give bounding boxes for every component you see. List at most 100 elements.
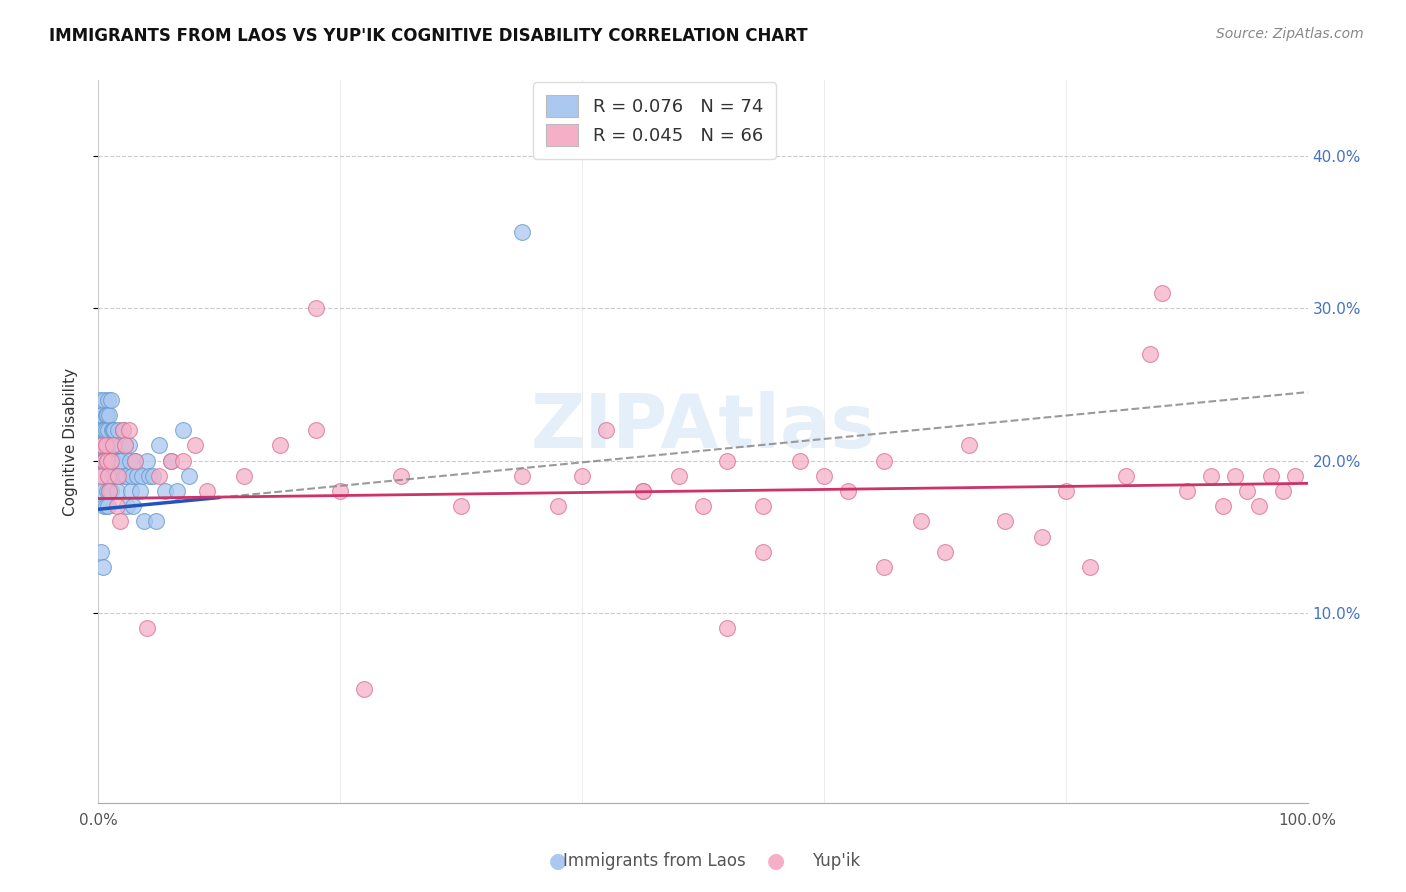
Point	[166, 483, 188, 498]
Point	[117, 499, 139, 513]
Point	[510, 226, 533, 240]
Point	[450, 499, 472, 513]
Point	[752, 545, 775, 559]
Point	[90, 423, 112, 437]
Point	[813, 468, 835, 483]
Point	[91, 423, 114, 437]
Point	[91, 453, 114, 467]
Point	[135, 453, 157, 467]
Text: ●: ●	[766, 851, 785, 871]
Point	[138, 468, 160, 483]
Text: Source: ZipAtlas.com: Source: ZipAtlas.com	[1216, 27, 1364, 41]
Point	[91, 483, 114, 498]
Point	[111, 423, 134, 437]
Text: Immigrants from Laos: Immigrants from Laos	[564, 852, 747, 870]
Point	[153, 483, 176, 498]
Point	[107, 468, 129, 483]
Point	[1078, 560, 1101, 574]
Point	[716, 621, 738, 635]
Text: IMMIGRANTS FROM LAOS VS YUP'IK COGNITIVE DISABILITY CORRELATION CHART: IMMIGRANTS FROM LAOS VS YUP'IK COGNITIVE…	[49, 27, 808, 45]
Point	[108, 438, 131, 452]
Point	[121, 468, 143, 483]
Point	[90, 453, 112, 467]
Point	[94, 453, 117, 467]
Point	[668, 468, 690, 483]
Point	[1284, 468, 1306, 483]
Point	[98, 408, 121, 422]
Point	[100, 483, 122, 498]
Point	[994, 515, 1017, 529]
Point	[122, 499, 145, 513]
Point	[1031, 530, 1053, 544]
Point	[105, 499, 128, 513]
Point	[115, 468, 138, 483]
Point	[96, 408, 118, 422]
Point	[547, 499, 569, 513]
Point	[1139, 347, 1161, 361]
Point	[571, 468, 593, 483]
Point	[114, 438, 136, 452]
Point	[108, 453, 131, 467]
Y-axis label: Cognitive Disability: Cognitive Disability	[63, 368, 77, 516]
Point	[105, 483, 128, 498]
Point	[97, 453, 120, 467]
Point	[111, 423, 134, 437]
Point	[94, 423, 117, 437]
Point	[97, 423, 120, 437]
Point	[172, 423, 194, 437]
Point	[269, 438, 291, 452]
Point	[1236, 483, 1258, 498]
Point	[1199, 468, 1222, 483]
Point	[101, 453, 124, 467]
Point	[145, 515, 167, 529]
Point	[104, 438, 127, 452]
Point	[752, 499, 775, 513]
Point	[101, 438, 124, 452]
Point	[873, 453, 896, 467]
Point	[98, 483, 121, 498]
Text: ●: ●	[548, 851, 567, 871]
Point	[91, 438, 114, 452]
Point	[195, 483, 218, 498]
Point	[93, 453, 115, 467]
Point	[112, 468, 135, 483]
Point	[93, 392, 115, 407]
Point	[100, 453, 122, 467]
Point	[172, 453, 194, 467]
Point	[96, 438, 118, 452]
Point	[97, 499, 120, 513]
Text: Yup'ik: Yup'ik	[811, 852, 860, 870]
Point	[160, 453, 183, 467]
Point	[353, 681, 375, 696]
Point	[595, 423, 617, 437]
Point	[114, 438, 136, 452]
Point	[100, 438, 122, 452]
Point	[94, 408, 117, 422]
Point	[118, 423, 141, 437]
Point	[305, 301, 328, 316]
Point	[716, 453, 738, 467]
Point	[873, 560, 896, 574]
Point	[135, 621, 157, 635]
Point	[91, 560, 114, 574]
Point	[1272, 483, 1295, 498]
Point	[100, 392, 122, 407]
Point	[91, 438, 114, 452]
Point	[1212, 499, 1234, 513]
Point	[305, 423, 328, 437]
Point	[108, 515, 131, 529]
Point	[120, 483, 142, 498]
Point	[232, 468, 254, 483]
Point	[91, 408, 114, 422]
Point	[329, 483, 352, 498]
Point	[89, 438, 111, 452]
Point	[93, 423, 115, 437]
Point	[131, 468, 153, 483]
Point	[148, 438, 170, 452]
Point	[118, 438, 141, 452]
Point	[160, 453, 183, 467]
Point	[98, 483, 121, 498]
Point	[107, 468, 129, 483]
Point	[1152, 286, 1174, 301]
Point	[1260, 468, 1282, 483]
